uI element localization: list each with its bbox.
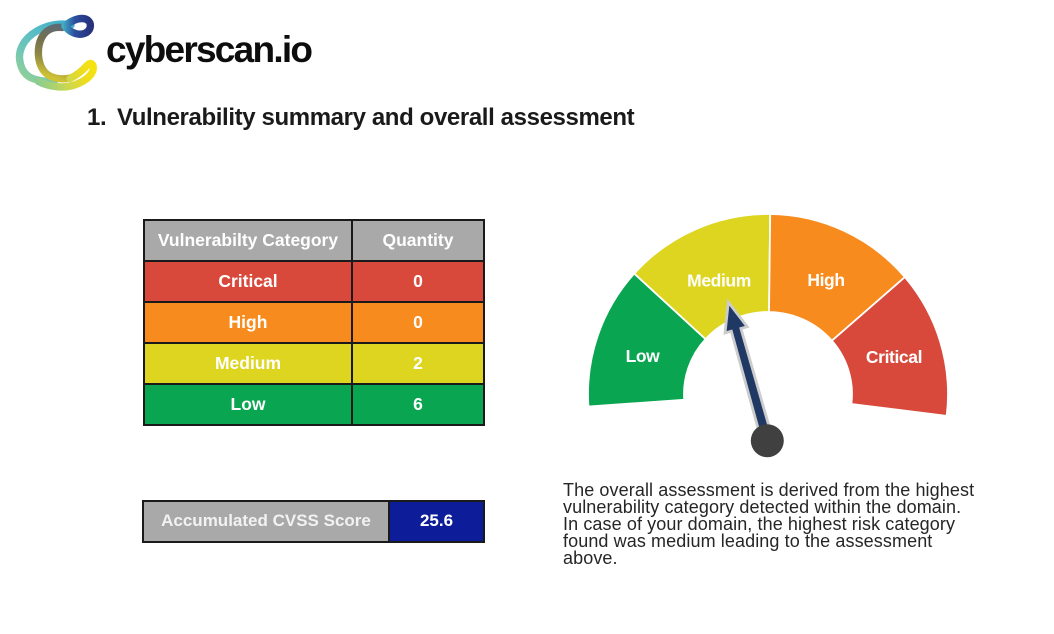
svg-text:Low: Low [626,346,661,366]
svg-text:High: High [807,270,844,290]
svg-text:Critical: Critical [866,347,922,367]
svg-text:Medium: Medium [687,271,751,291]
